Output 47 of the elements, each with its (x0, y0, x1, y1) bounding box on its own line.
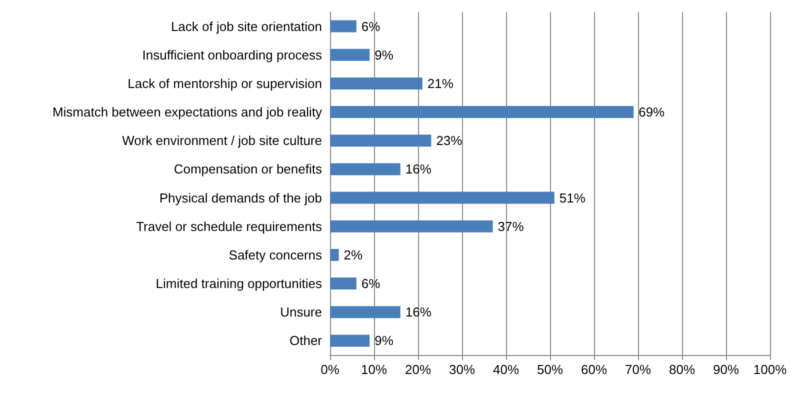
y-tick-label: Travel or schedule requirements (136, 218, 322, 234)
data-label: 9% (374, 333, 394, 348)
data-label: 37% (498, 218, 524, 234)
y-tick-label: Physical demands of the job (159, 190, 322, 206)
data-label: 2% (344, 247, 364, 262)
x-tick-label: 90% (712, 362, 740, 377)
data-label: 23% (436, 133, 463, 148)
y-tick-label: Lack of mentorship or supervision (128, 76, 322, 91)
y-tick-label: Safety concerns (228, 247, 322, 262)
bar (330, 220, 493, 232)
data-label: 6% (361, 276, 381, 292)
bar (330, 334, 370, 347)
bar (330, 77, 422, 90)
bar (330, 106, 634, 118)
x-tick-label: 30% (448, 362, 476, 377)
data-label: 6% (361, 18, 381, 34)
bar (330, 20, 356, 32)
y-tick-label: Lack of job site orientation (170, 18, 322, 34)
x-tick-label: 50% (536, 362, 564, 377)
bar (330, 48, 370, 61)
bar (330, 192, 554, 204)
y-tick-label: Insufficient onboarding process (142, 47, 322, 62)
y-tick-label: Work environment / job site culture (122, 133, 322, 148)
y-tick-label: Mismatch between expectations and job reality (52, 104, 322, 120)
y-tick-label: Other (289, 333, 323, 348)
data-label: 21% (427, 76, 454, 91)
x-tick-label: 100% (753, 362, 788, 377)
data-label: 51% (559, 190, 586, 206)
data-label: 16% (405, 304, 432, 320)
x-tick-label: 80% (668, 362, 696, 377)
x-tick-label: 0% (320, 362, 340, 377)
x-tick-label: 40% (492, 362, 520, 377)
bar (330, 134, 432, 147)
bar (330, 278, 356, 290)
x-tick-label: 20% (404, 362, 432, 377)
data-label: 69% (638, 104, 666, 120)
y-tick-label: Limited training opportunities (156, 276, 322, 292)
data-label: 16% (405, 162, 432, 177)
x-tick-label: 70% (624, 362, 652, 377)
x-tick-label: 10% (360, 362, 388, 377)
y-tick-label: Unsure (280, 304, 322, 320)
bar (330, 248, 339, 261)
x-tick-label: 60% (580, 362, 608, 377)
bar (330, 163, 400, 176)
bar (330, 306, 400, 318)
y-tick-label: Compensation or benefits (174, 162, 322, 177)
data-label: 9% (374, 47, 394, 62)
